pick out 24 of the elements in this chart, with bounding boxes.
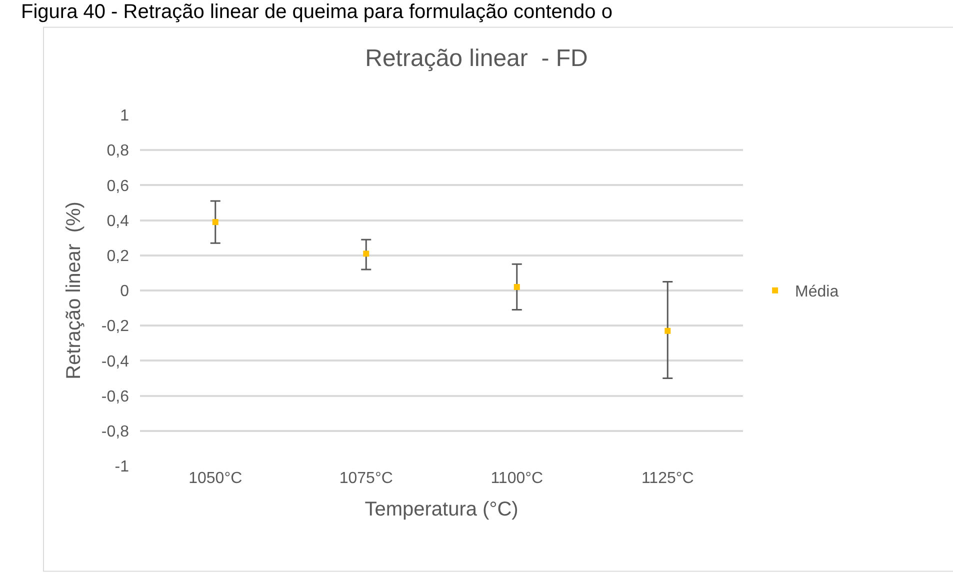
y-tick-label: 0	[120, 283, 130, 300]
y-axis-title: Retração linear (%)	[62, 202, 85, 380]
y-tick-label: -0,6	[101, 388, 130, 406]
y-tick-label: -0,2	[101, 318, 130, 336]
y-tick-label: -0,8	[101, 424, 130, 440]
y-tick-label: 0,8	[106, 142, 130, 160]
y-tick-label: 0,6	[106, 178, 130, 195]
chart-title: Retração linear - FD	[365, 45, 588, 72]
point	[363, 250, 370, 257]
y-tick-label: -0,4	[101, 353, 130, 370]
y-tick-label: 0,4	[106, 212, 130, 230]
point	[664, 328, 671, 334]
x-tick-label: 1100°C	[490, 470, 544, 487]
legend-label: Média	[795, 284, 839, 301]
text: Figura 40 - Retração linear de queima para formulação contendo o	[21, 1, 612, 23]
y-tick-label: 1	[120, 108, 130, 125]
x-tick-label: 1050°C	[188, 470, 242, 487]
y-tick-label: -1	[114, 458, 130, 476]
y-tick-label: 0,2	[106, 248, 130, 265]
point	[212, 219, 218, 226]
point	[514, 284, 520, 290]
x-axis-title: Temperatura (°C)	[364, 498, 518, 520]
x-tick-label: 1125°C	[641, 470, 694, 487]
x-tick-label: 1075°C	[339, 470, 393, 487]
